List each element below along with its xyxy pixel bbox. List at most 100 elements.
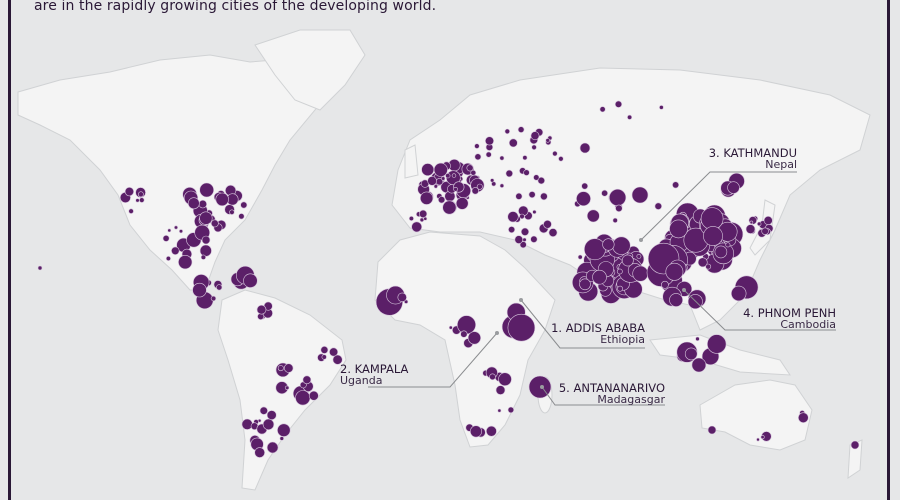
city-bubble: [397, 292, 407, 302]
city-bubble: [229, 209, 235, 215]
city-bubble: [238, 213, 245, 220]
city-bubble: [321, 354, 327, 360]
city-bubble: [703, 226, 723, 246]
city-bubble: [420, 191, 434, 205]
label-kampala: 2. KAMPALA Uganda: [340, 363, 410, 387]
city-bubble: [669, 219, 688, 239]
city-bubble: [421, 163, 435, 176]
city-bubble: [495, 385, 506, 395]
city-bubble: [308, 390, 319, 401]
city-bubble: [200, 254, 206, 260]
city-bubble: [519, 213, 525, 220]
city-bubble: [616, 268, 623, 275]
city-bubble: [37, 265, 43, 271]
city-bubble: [198, 199, 208, 209]
label-country: Ethiopia: [600, 333, 645, 346]
city-bubble: [256, 304, 267, 315]
city-bubble: [471, 187, 479, 195]
label-phnom-penh: 4. PHNOM PENH Cambodia: [720, 307, 836, 331]
city-bubble: [460, 330, 468, 338]
city-bubble: [448, 325, 453, 330]
city-bubble: [199, 182, 214, 198]
city-bubble: [179, 229, 184, 234]
city-bubble: [661, 280, 669, 289]
city-bubble: [579, 142, 591, 154]
city-bubble: [216, 284, 223, 291]
city-bubble: [581, 182, 589, 190]
city-bubble: [850, 440, 860, 450]
city-bubble: [259, 406, 268, 415]
city-bubble: [665, 262, 684, 281]
city-bubble: [507, 313, 536, 342]
city-bubble: [522, 237, 527, 242]
city-bubble: [254, 447, 266, 458]
city-pin: [519, 298, 523, 302]
city-bubble: [601, 189, 608, 197]
city-bubble: [277, 365, 284, 372]
city-bubble: [240, 201, 248, 209]
label-country: Madagasgar: [597, 393, 665, 406]
city-bubble: [419, 217, 425, 223]
city-bubble: [528, 191, 536, 199]
uk: [404, 144, 419, 179]
city-bubble: [691, 357, 707, 373]
city-bubble: [707, 425, 717, 435]
city-bubble: [515, 192, 523, 200]
city-bubble: [532, 209, 537, 215]
city-bubble: [199, 211, 213, 225]
label-addis-ababa: 1. ADDIS ABABA Ethiopia: [540, 322, 645, 346]
city-bubble: [505, 169, 513, 178]
australia: [699, 379, 813, 451]
city-bubble: [284, 385, 290, 390]
city-bubble: [760, 435, 765, 440]
city-bubble: [586, 209, 600, 223]
city-bubble: [522, 155, 528, 161]
city-bubble: [469, 425, 482, 438]
city-bubble: [199, 244, 212, 257]
city-bubble: [433, 162, 448, 177]
city-bubble: [576, 191, 591, 207]
city-bubble: [756, 221, 762, 227]
city-bubble: [669, 293, 683, 307]
city-bubble: [540, 192, 548, 201]
city-bubble: [451, 173, 457, 178]
city-bubble: [749, 220, 754, 225]
city-bubble: [408, 216, 414, 222]
city-bubble: [295, 390, 311, 406]
city-bubble: [632, 265, 649, 282]
city-bubble: [507, 406, 515, 414]
city-bubble: [485, 151, 492, 158]
city-bubble: [523, 169, 530, 176]
city-bubble: [695, 336, 700, 342]
city-bubble: [533, 174, 540, 181]
city-bubble: [489, 373, 496, 381]
city-bubble: [455, 197, 469, 210]
city-pin: [495, 331, 499, 335]
city-bubble: [266, 441, 279, 454]
city-bubble: [621, 254, 634, 267]
intro-text: are in the rapidly growing cities of the…: [34, 0, 437, 14]
city-bubble: [162, 234, 170, 242]
greenland: [254, 29, 366, 111]
city-bubble: [320, 345, 329, 354]
city-bubble: [614, 100, 623, 108]
new-zealand: [847, 439, 863, 479]
city-bubble: [442, 200, 457, 215]
city-bubble: [530, 131, 540, 141]
city-bubble: [445, 173, 451, 179]
city-bubble: [520, 227, 530, 236]
city-bubble: [714, 245, 728, 259]
city-bubble: [499, 183, 505, 188]
city-bubble: [584, 238, 606, 261]
city-bubble: [763, 216, 773, 226]
city-bubble: [592, 269, 607, 285]
city-bubble: [706, 334, 727, 354]
label-country: Nepal: [765, 158, 797, 171]
label-city: 1. ADDIS ABABA: [551, 321, 645, 335]
city-bubble: [725, 242, 731, 248]
city-bubble: [476, 183, 483, 190]
city-bubble: [332, 354, 343, 365]
city-bubble: [608, 188, 627, 207]
city-bubble: [636, 253, 642, 259]
city-bubble: [612, 236, 631, 255]
